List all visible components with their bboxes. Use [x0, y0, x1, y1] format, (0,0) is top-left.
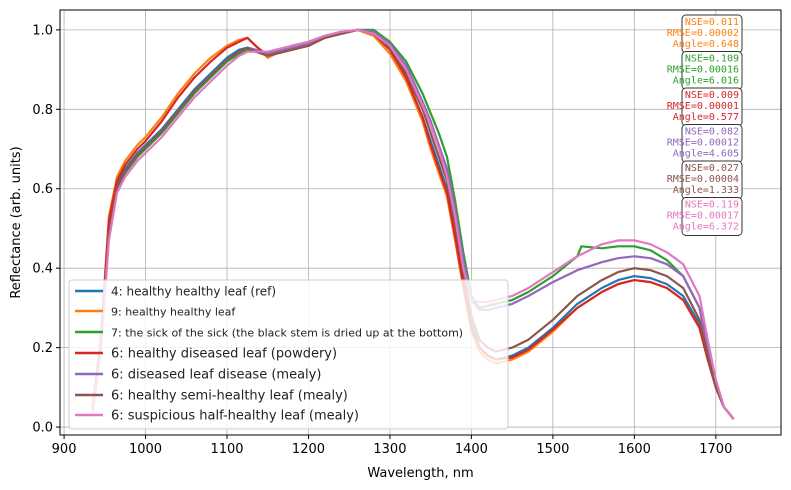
metric-text: NSE=0.119 — [685, 200, 739, 211]
metric-text: RMSE=0.00012 — [667, 138, 739, 149]
metric-text: Angle=6.372 — [673, 222, 739, 233]
metric-text: Angle=0.577 — [673, 112, 739, 123]
legend-label: 6: healthy semi-healthy leaf (mealy) — [111, 389, 348, 404]
legend-label: 4: healthy healthy leaf (ref) — [111, 285, 276, 299]
y-tick-label: 0.0 — [32, 421, 53, 436]
x-tick-label: 1600 — [618, 442, 651, 457]
series-line-6 — [91, 28, 735, 420]
y-tick-label: 0.8 — [32, 103, 53, 118]
metric-text: NSE=0.109 — [685, 54, 739, 65]
series-line-3 — [91, 28, 735, 420]
metric-text: RMSE=0.00004 — [667, 174, 739, 185]
axis-ticks: 900 1000 1100 1200 1300 1400 1500 1600 1700 0.0 0.… — [32, 23, 732, 457]
metric-text: NSE=0.009 — [685, 90, 739, 101]
legend-label: 7: the sick of the sick (the black stem … — [111, 327, 463, 340]
legend-label: 6: diseased leaf disease (mealy) — [111, 368, 321, 383]
x-tick-label: 1400 — [455, 442, 488, 457]
metric-text: RMSE=0.00001 — [667, 101, 739, 112]
metric-text: NSE=0.027 — [685, 163, 739, 174]
metric-text: NSE=0.082 — [685, 127, 739, 138]
x-tick-label: 1000 — [129, 442, 162, 457]
y-axis-title: Reflectance (arb. units) — [9, 146, 24, 298]
legend-box — [68, 279, 509, 430]
x-tick-label: 1100 — [210, 442, 243, 457]
metric-text: RMSE=0.00016 — [667, 65, 739, 76]
y-tick-label: 0.2 — [32, 341, 53, 356]
metric-text: Angle=6.016 — [673, 76, 739, 87]
y-tick-label: 0.6 — [32, 182, 53, 197]
series-line-7 — [91, 28, 735, 420]
series-line-4 — [91, 28, 735, 420]
metric-text: RMSE=0.00017 — [667, 211, 739, 222]
metric-text: RMSE=0.00002 — [667, 28, 739, 39]
plot-frame — [59, 9, 782, 436]
x-tick-label: 900 — [52, 442, 77, 457]
metric-text: Angle=4.605 — [673, 149, 739, 160]
series-lines — [91, 28, 735, 420]
x-tick-label: 1700 — [699, 442, 732, 457]
legend-label: 6: healthy diseased leaf (powdery) — [111, 347, 337, 362]
y-tick-label: 1.0 — [32, 23, 53, 38]
y-tick-label: 0.4 — [32, 262, 53, 277]
legend-label: 6: suspicious half-healthy leaf (mealy) — [111, 409, 359, 424]
x-axis-title: Wavelength, nm — [367, 466, 473, 481]
metric-box-frame — [681, 197, 743, 236]
metric-text: Angle=0.648 — [673, 39, 739, 50]
x-tick-label: 1200 — [292, 442, 325, 457]
metric-text: Angle=1.333 — [673, 185, 739, 196]
metric-text: NSE=0.011 — [685, 17, 739, 28]
legend-label: 9: healthy healthy leaf — [111, 306, 236, 319]
legend: 4: healthy healthy leaf (ref) 9: healthy … — [68, 279, 509, 430]
x-tick-label: 1300 — [373, 442, 406, 457]
x-tick-label: 1500 — [536, 442, 569, 457]
